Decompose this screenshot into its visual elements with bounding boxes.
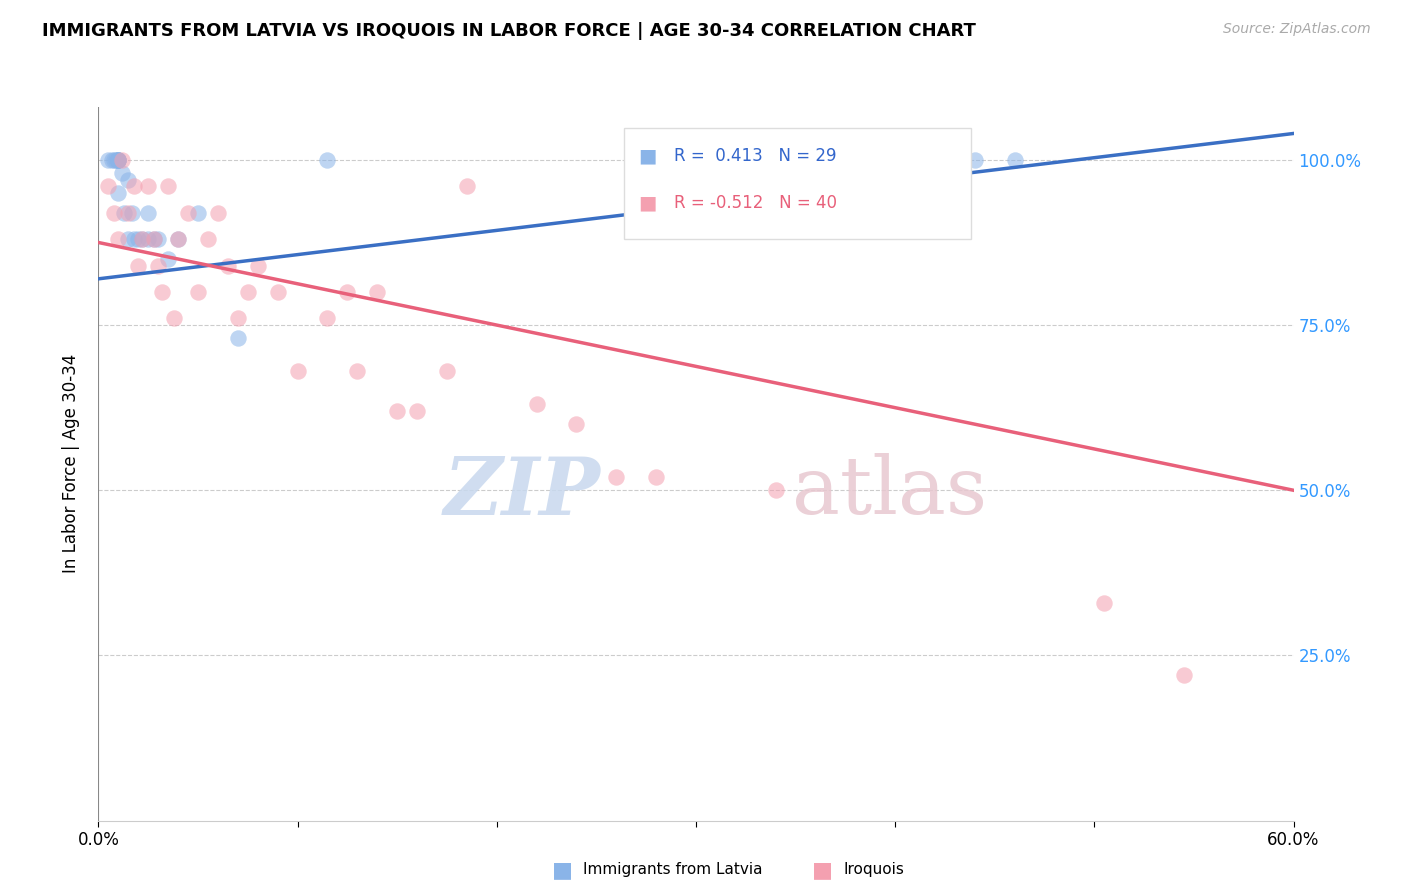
Point	[436, 364, 458, 378]
Point	[148, 259, 170, 273]
Point	[187, 206, 209, 220]
Point	[124, 179, 146, 194]
Point	[107, 186, 129, 200]
Point	[127, 259, 149, 273]
Point	[207, 206, 229, 220]
Point	[316, 311, 339, 326]
Point	[456, 179, 478, 194]
Point	[117, 232, 139, 246]
Point	[103, 153, 125, 167]
FancyBboxPatch shape	[624, 128, 970, 239]
Point	[117, 206, 139, 220]
Point	[565, 417, 588, 432]
Point	[107, 232, 129, 246]
Point	[107, 153, 129, 167]
Point	[107, 153, 129, 167]
Point	[236, 285, 259, 299]
Point	[107, 153, 129, 167]
Point	[246, 259, 269, 273]
Text: ■: ■	[813, 860, 832, 880]
Point	[107, 153, 129, 167]
Point	[97, 179, 120, 194]
Point	[287, 364, 309, 378]
Point	[111, 166, 134, 180]
Text: ■: ■	[638, 194, 657, 213]
Point	[136, 232, 159, 246]
Point	[143, 232, 166, 246]
Point	[316, 153, 339, 167]
Point	[150, 285, 173, 299]
Text: R = -0.512   N = 40: R = -0.512 N = 40	[675, 194, 838, 212]
Point	[143, 232, 166, 246]
Point	[101, 153, 124, 167]
Point	[187, 285, 209, 299]
Point	[111, 153, 134, 167]
Y-axis label: In Labor Force | Age 30-34: In Labor Force | Age 30-34	[62, 354, 80, 574]
Point	[226, 311, 249, 326]
Point	[197, 232, 219, 246]
Point	[1004, 153, 1026, 167]
Point	[167, 232, 190, 246]
Point	[1092, 596, 1115, 610]
Point	[177, 206, 200, 220]
Text: Immigrants from Latvia: Immigrants from Latvia	[583, 863, 763, 877]
Point	[366, 285, 388, 299]
Point	[1173, 668, 1195, 682]
Text: atlas: atlas	[792, 453, 987, 532]
Point	[267, 285, 290, 299]
Text: ZIP: ZIP	[443, 454, 600, 531]
Text: ■: ■	[553, 860, 572, 880]
Point	[136, 179, 159, 194]
Text: IMMIGRANTS FROM LATVIA VS IROQUOIS IN LABOR FORCE | AGE 30-34 CORRELATION CHART: IMMIGRANTS FROM LATVIA VS IROQUOIS IN LA…	[42, 22, 976, 40]
Text: Iroquois: Iroquois	[844, 863, 904, 877]
Point	[117, 172, 139, 186]
Point	[131, 232, 153, 246]
Point	[226, 331, 249, 345]
Point	[346, 364, 368, 378]
Point	[526, 397, 548, 411]
Point	[406, 404, 429, 418]
Point	[645, 470, 668, 484]
Point	[157, 252, 180, 266]
Point	[163, 311, 186, 326]
Point	[605, 470, 627, 484]
Text: ■: ■	[638, 146, 657, 165]
Point	[385, 404, 409, 418]
Point	[136, 206, 159, 220]
Point	[157, 179, 180, 194]
Point	[167, 232, 190, 246]
Point	[107, 153, 129, 167]
Point	[217, 259, 239, 273]
Point	[124, 232, 146, 246]
Point	[336, 285, 359, 299]
Point	[121, 206, 143, 220]
Point	[112, 206, 135, 220]
Point	[765, 483, 787, 498]
Point	[963, 153, 986, 167]
Point	[105, 153, 128, 167]
Point	[148, 232, 170, 246]
Text: Source: ZipAtlas.com: Source: ZipAtlas.com	[1223, 22, 1371, 37]
Point	[97, 153, 120, 167]
Text: R =  0.413   N = 29: R = 0.413 N = 29	[675, 146, 837, 164]
Point	[127, 232, 149, 246]
Point	[103, 206, 125, 220]
Point	[131, 232, 153, 246]
